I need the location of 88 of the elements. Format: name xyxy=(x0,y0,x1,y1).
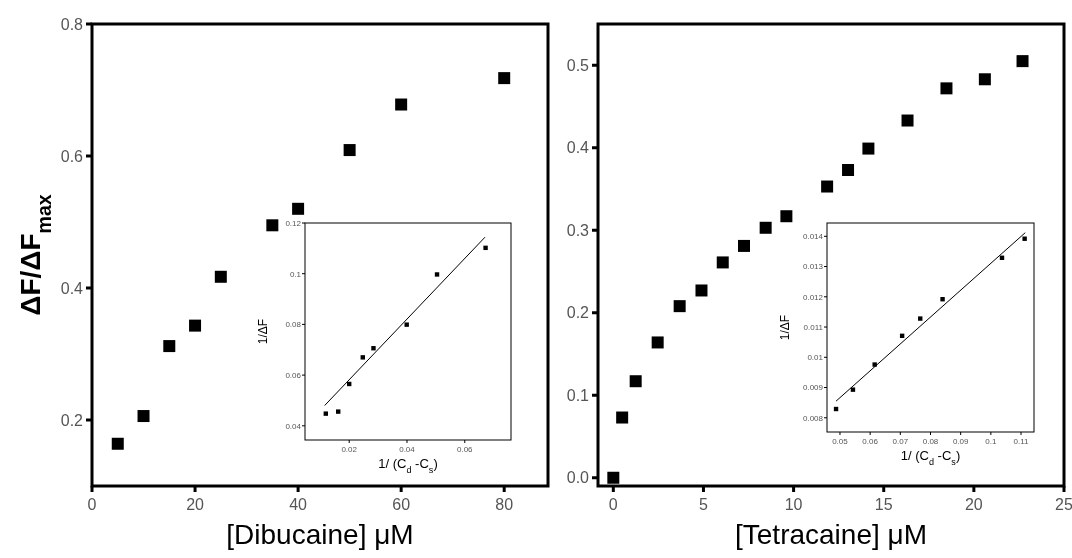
x-tick-label: 5 xyxy=(699,496,709,513)
point xyxy=(292,202,305,215)
x-axis-title: 1/ (C$_{d}$ -C$_{s}$) xyxy=(900,448,961,467)
point xyxy=(616,411,629,424)
x-tick-label: 0.06 xyxy=(456,445,474,454)
point xyxy=(395,98,408,111)
y-tick-label: 0.4 xyxy=(60,279,84,297)
point xyxy=(716,256,729,269)
y-tick-label: 0.014 xyxy=(802,232,824,242)
x-tick-label: 25 xyxy=(1055,496,1072,513)
point xyxy=(738,239,751,252)
x-tick-label: 0.11 xyxy=(1013,437,1030,446)
y-tick-label: 0.5 xyxy=(566,56,590,74)
point xyxy=(163,340,176,353)
point xyxy=(323,411,328,416)
y-tick-label: 0.1 xyxy=(566,386,590,404)
y-axis-title: 1/ΔF xyxy=(778,314,792,341)
x-tick-label: 0.07 xyxy=(892,437,909,446)
point xyxy=(404,322,409,327)
x-axis-title: [Tetracaine] μM xyxy=(735,519,927,550)
y-tick-label: 0.06 xyxy=(285,370,302,380)
x-tick-label: 10 xyxy=(784,496,803,513)
point xyxy=(498,72,511,85)
x-tick-label: 0 xyxy=(87,496,97,513)
point xyxy=(850,387,856,392)
x-tick-label: 0.06 xyxy=(862,437,879,446)
x-tick-label: 0.08 xyxy=(922,437,939,446)
point xyxy=(673,300,686,313)
x-axis-title: [Dibucaine] μM xyxy=(226,519,414,550)
point xyxy=(978,73,991,86)
point xyxy=(940,82,953,95)
x-tick-label: 0.09 xyxy=(952,437,970,446)
point xyxy=(483,245,488,251)
x-tick-label: 0.1 xyxy=(985,437,997,446)
point xyxy=(214,270,227,283)
y-tick-label: 0.2 xyxy=(60,411,84,429)
x-tick-label: 0.02 xyxy=(341,445,358,454)
point xyxy=(360,355,365,360)
x-tick-label: 20 xyxy=(186,496,205,513)
point xyxy=(695,284,708,297)
point xyxy=(901,114,914,127)
y-tick-label: 0.0 xyxy=(566,469,590,487)
y-tick-label: 0.013 xyxy=(802,262,824,272)
point xyxy=(872,362,877,367)
y-tick-label: 0.3 xyxy=(566,221,590,239)
point xyxy=(940,297,945,302)
point xyxy=(651,336,664,349)
x-tick-label: 0.05 xyxy=(832,437,849,446)
y-tick-label: 0.8 xyxy=(60,15,84,33)
x-tick-label: 0 xyxy=(608,496,618,513)
point xyxy=(343,144,356,157)
y-tick-label: 0.009 xyxy=(802,383,824,393)
y-axis-title: 1/ΔF xyxy=(256,318,270,345)
x-axis-title: 1/ (C$_{d}$ -C$_{s}$) xyxy=(378,456,438,475)
point xyxy=(434,272,440,277)
x-tick-label: 20 xyxy=(964,496,983,513)
point xyxy=(1022,236,1027,241)
point xyxy=(780,210,793,223)
y-tick-label: 0.12 xyxy=(285,218,302,228)
point xyxy=(336,409,341,414)
point xyxy=(759,221,772,234)
y-tick-label: 0.012 xyxy=(802,292,824,302)
point xyxy=(266,219,279,232)
point xyxy=(842,164,855,177)
y-tick-label: 0.01 xyxy=(807,353,824,363)
x-tick-label: 40 xyxy=(289,496,308,513)
y-tick-label: 0.011 xyxy=(803,322,824,332)
point xyxy=(629,375,642,388)
y-tick-label: 0.6 xyxy=(60,147,84,165)
point xyxy=(111,437,124,450)
y-tick-label: 0.008 xyxy=(802,413,824,423)
x-tick-label: 80 xyxy=(495,496,514,513)
point xyxy=(821,180,834,193)
y-tick-label: 0.08 xyxy=(285,320,302,330)
x-tick-label: 60 xyxy=(392,496,411,513)
y-tick-label: 0.4 xyxy=(566,139,590,157)
x-tick-label: 0.04 xyxy=(399,445,416,454)
x-tick-label: 15 xyxy=(874,496,893,513)
point xyxy=(862,142,875,155)
point xyxy=(137,410,150,423)
point xyxy=(918,316,923,321)
y-tick-label: 0.1 xyxy=(289,269,302,279)
point xyxy=(607,471,620,484)
point xyxy=(371,346,376,351)
y-tick-label: 0.04 xyxy=(285,421,302,431)
point xyxy=(1016,55,1029,68)
point xyxy=(189,319,202,332)
y-tick-label: 0.2 xyxy=(566,304,590,322)
